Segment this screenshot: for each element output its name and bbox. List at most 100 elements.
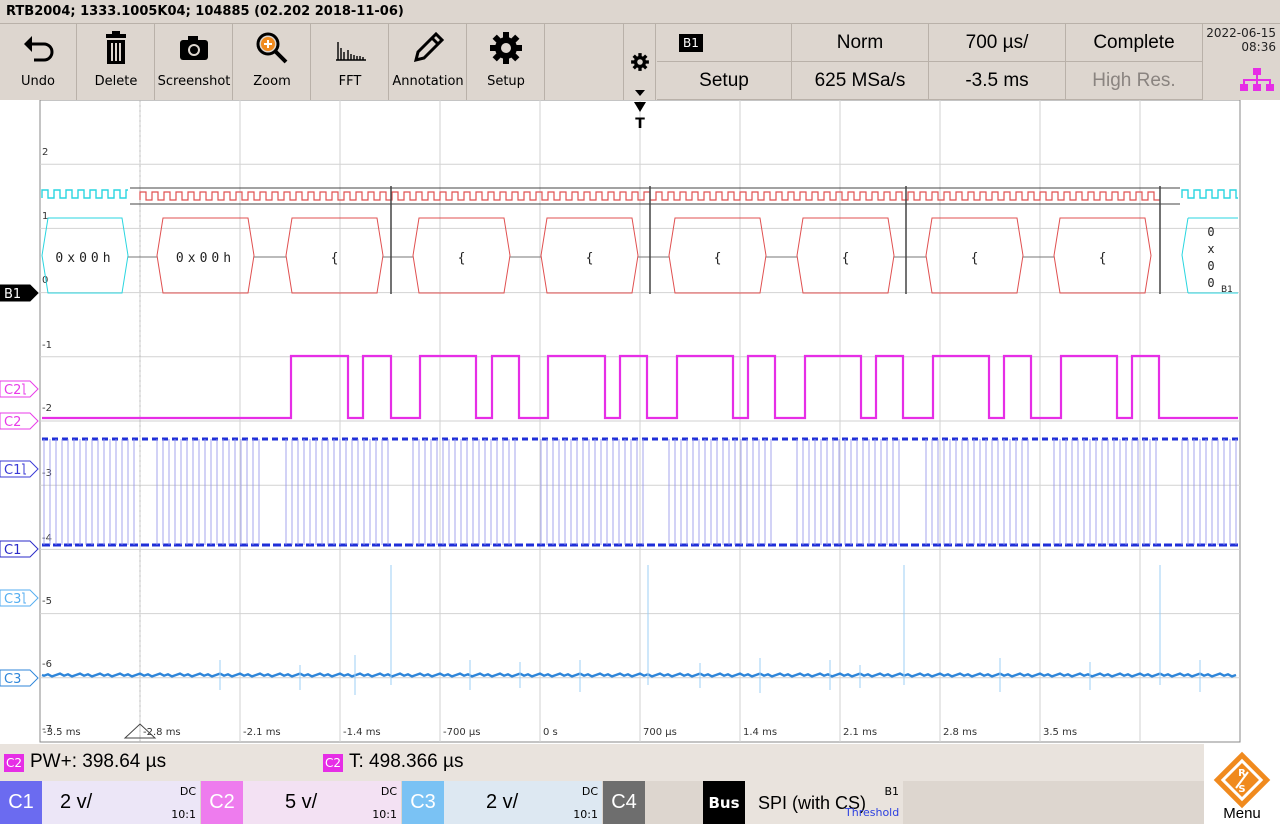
x-tick-label: -1.4 ms [343, 727, 381, 738]
trigger-mode[interactable]: Norm [792, 24, 929, 62]
channel-marker[interactable] [0, 284, 39, 302]
meas-badge-pw: C2 [4, 754, 24, 772]
c2-trace [42, 354, 1238, 420]
network-icon [1240, 68, 1274, 91]
y-tick-label: 1 [42, 211, 48, 222]
y-tick-label: -1 [42, 340, 52, 351]
threshold-icon [22, 463, 26, 475]
horizontal-position[interactable]: -3.5 ms [929, 62, 1066, 100]
bus-protocol: SPI (with CS) [758, 793, 867, 813]
c3-probe: 10:1 [573, 808, 598, 821]
bus-frame[interactable] [1053, 217, 1152, 294]
time: 08:36 [1241, 40, 1276, 54]
trigger-position-marker[interactable] [123, 723, 157, 739]
camera-icon [156, 24, 232, 74]
annotation-button[interactable]: Annotation [390, 24, 467, 100]
empty-tool-slot [547, 24, 624, 100]
bus-frame-value: { [971, 251, 979, 266]
bus-channel[interactable]: Bus SPI (with CS) B1 Threshold [703, 781, 903, 824]
toolbar: Undo Delete Screenshot Zoom FFT Annotati… [0, 24, 1280, 100]
c1-tag: C1 [0, 781, 42, 824]
screenshot-button[interactable]: Screenshot [156, 24, 233, 100]
c1-scale: 2 v/ [60, 791, 93, 813]
delete-button[interactable]: Delete [78, 24, 155, 100]
svg-text:S: S [1238, 784, 1245, 795]
undo-button[interactable]: Undo [0, 24, 77, 100]
bus-setup-button[interactable]: Setup [657, 62, 792, 100]
fft-icon [312, 24, 388, 74]
channel-c3[interactable]: C3 2 v/ DC 10:1 [402, 781, 602, 824]
channel-marker[interactable] [0, 540, 39, 558]
waveform-canvas[interactable]: 2 1 0 -1 -2 -3 -4 -5 -6 -7-3.5 ms -2.8 ms -2.1 ms -1… [0, 100, 1280, 744]
bus-threshold[interactable]: Threshold [845, 806, 900, 819]
c4-tag: C4 [603, 781, 645, 824]
bus-frame-value: { [1099, 251, 1107, 266]
bus-frame[interactable] [412, 217, 511, 294]
bus-frame[interactable] [41, 217, 129, 294]
channel-marker[interactable] [0, 412, 39, 430]
bus-frame-value: { [331, 251, 339, 266]
channel-marker-label: C3 [4, 672, 21, 687]
channel-marker-label: C3 [4, 592, 21, 607]
x-tick-label: 2.1 ms [843, 727, 877, 738]
channel-c4[interactable]: C4 [603, 781, 701, 824]
threshold-icon [22, 383, 26, 395]
threshold-icon [22, 592, 26, 604]
bus-frame[interactable] [925, 217, 1024, 294]
undo-label: Undo [21, 74, 55, 89]
x-tick-label: -2.8 ms [143, 727, 181, 738]
setup-tool-button[interactable]: Setup [468, 24, 545, 100]
bus-frame-value: { [458, 251, 466, 266]
c3-trace [41, 672, 1237, 678]
channel-marker[interactable] [0, 669, 39, 687]
menu-button[interactable]: R S Menu [1204, 744, 1280, 824]
acq-menu-button[interactable] [624, 24, 656, 100]
bus-frame-right [1181, 217, 1238, 294]
bus-select-cell[interactable]: B1 [657, 24, 792, 62]
bus-clock-trace [1181, 189, 1238, 199]
bus-clock-trace [41, 189, 128, 199]
zoom-button[interactable]: Zoom [234, 24, 311, 100]
svg-text:R: R [1238, 768, 1246, 779]
trigger-arrow-icon[interactable] [634, 102, 646, 112]
fft-button[interactable]: FFT [312, 24, 389, 100]
bus-frame-value: 0x00h [176, 251, 235, 266]
bus-frame-right-value: x [1207, 242, 1214, 256]
bus-frame[interactable] [156, 217, 255, 294]
trigger-marker-label: T [635, 116, 645, 132]
timebase[interactable]: 700 µs/ [929, 24, 1066, 62]
bus-frame-right-value: 0 [1207, 225, 1214, 239]
channel-c2[interactable]: C2 5 v/ DC 10:1 [201, 781, 401, 824]
channel-marker[interactable] [0, 460, 39, 478]
delete-label: Delete [94, 74, 138, 89]
c2-probe: 10:1 [372, 808, 397, 821]
channel-c1[interactable]: C1 2 v/ DC 10:1 [0, 781, 200, 824]
measurement-bar: C2 PW+: 398.64 µs C2 T: 498.366 µs [0, 744, 1280, 781]
meas-period[interactable]: T: 498.366 µs [349, 751, 464, 772]
annotation-label: Annotation [392, 74, 464, 89]
gear-icon [468, 24, 544, 74]
c2-tag: C2 [201, 781, 243, 824]
c1-coupling: DC [179, 785, 196, 798]
acquisition-mode[interactable]: Complete [1066, 24, 1203, 62]
bus-frame[interactable] [668, 217, 767, 294]
waveform-display[interactable]: 2 1 0 -1 -2 -3 -4 -5 -6 -7 -3.5 ms -2.8 ms -2.1 ms -1… [0, 100, 1280, 744]
c3-tag: C3 [402, 781, 444, 824]
bus-frame[interactable] [796, 217, 895, 294]
high-res-mode[interactable]: High Res. [1066, 62, 1203, 100]
c1-edges [43, 439, 1237, 545]
meas-pulse-width[interactable]: PW+: 398.64 µs [30, 751, 167, 772]
c2-scale: 5 v/ [285, 791, 318, 813]
x-tick-label: 0 s [543, 727, 558, 738]
c2-coupling: DC [380, 785, 397, 798]
c1-probe: 10:1 [171, 808, 196, 821]
bus-frame-right-value: 0 [1207, 259, 1214, 273]
sample-rate: 625 MSa/s [792, 62, 929, 100]
channel-marker[interactable] [0, 589, 39, 607]
channel-marker[interactable] [0, 380, 39, 398]
bus-frame[interactable] [540, 217, 639, 294]
y-tick-label: -6 [42, 659, 52, 670]
bus-frame[interactable] [285, 217, 384, 294]
bus-frame-value: { [586, 251, 594, 266]
y-tick-label: -3 [42, 468, 52, 479]
